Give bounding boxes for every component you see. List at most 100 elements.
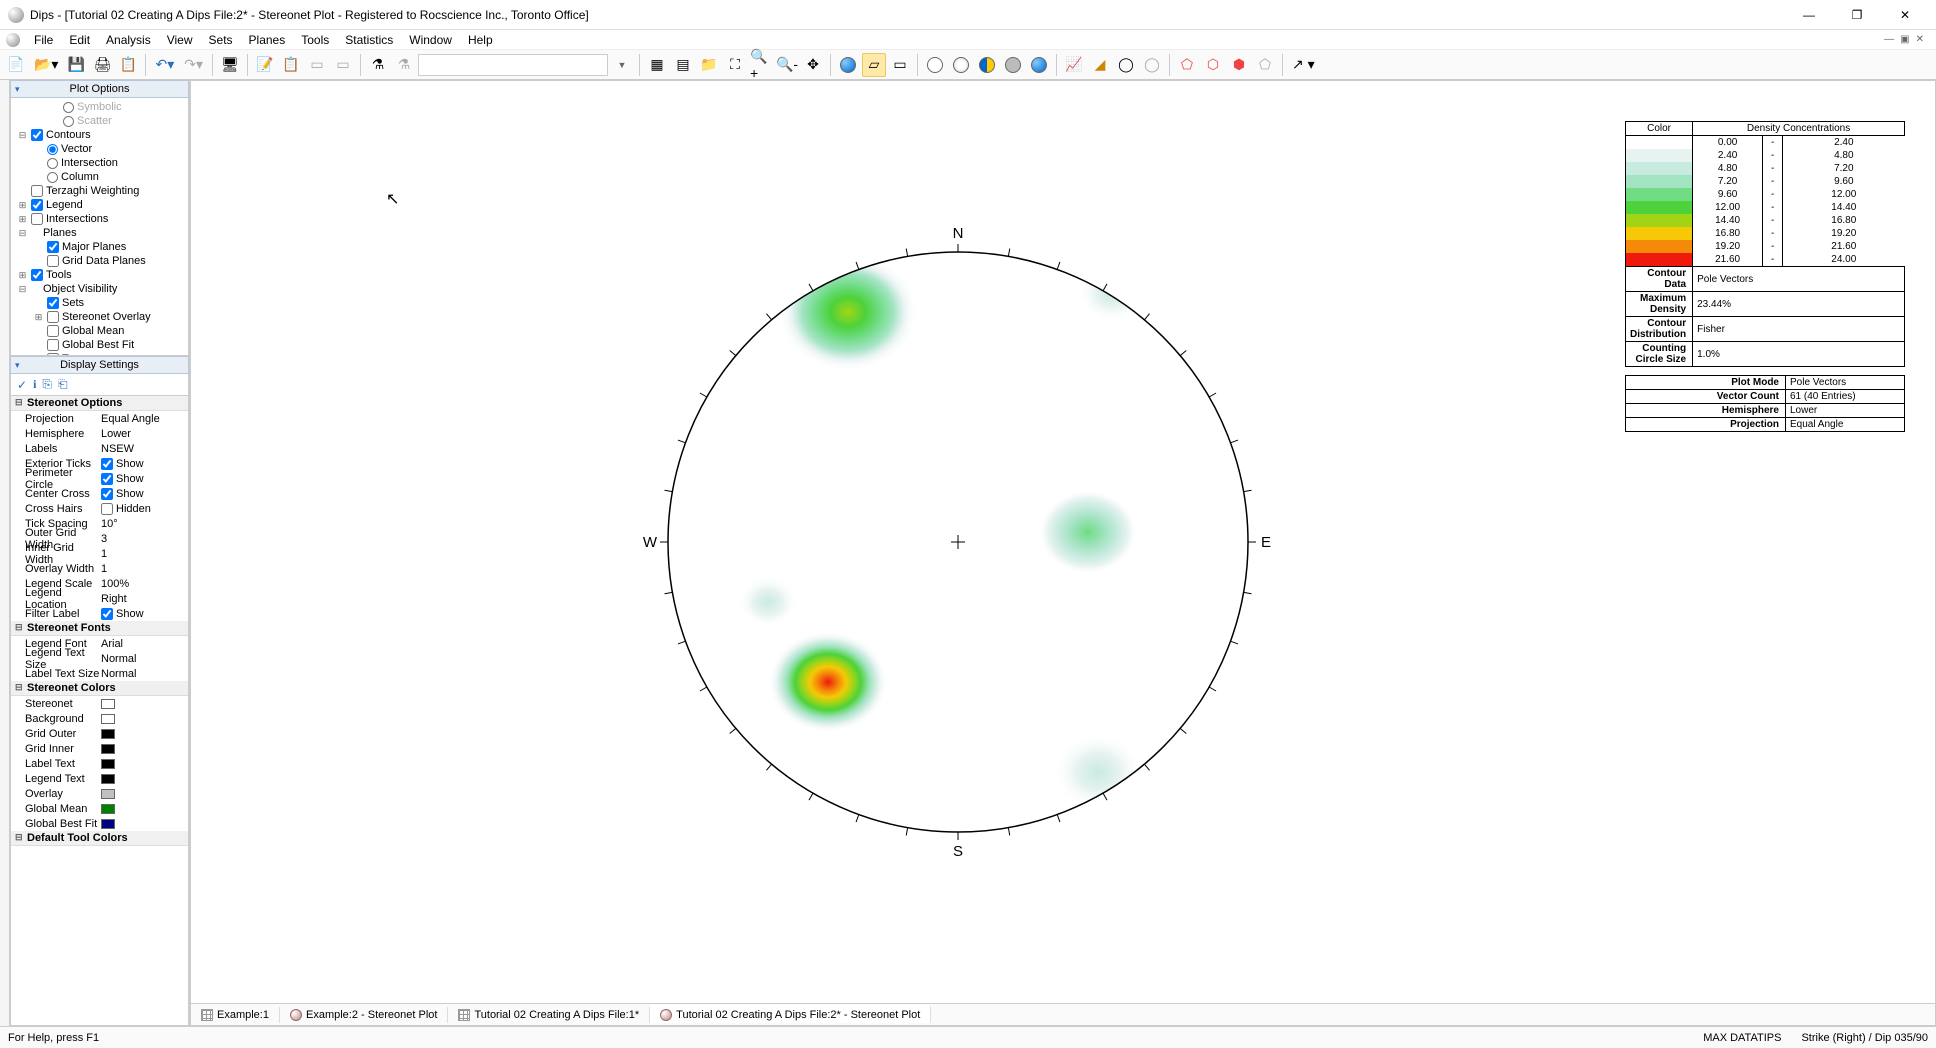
circle2-button[interactable]: ◯ — [1140, 53, 1164, 77]
prop-row[interactable]: Global Best Fit — [11, 816, 188, 831]
tree-item-legend[interactable]: ⊞Legend — [11, 198, 188, 212]
mdi-close-button[interactable]: ✕ — [1916, 34, 1924, 45]
tree-item-vector[interactable]: Vector — [11, 142, 188, 156]
tree-item-sets[interactable]: Sets — [11, 296, 188, 310]
sphere1-button[interactable] — [923, 53, 947, 77]
zoom-out-button[interactable]: 🔍- — [775, 53, 799, 77]
tree-item-planes[interactable]: ⊟Planes — [11, 226, 188, 240]
menu-file[interactable]: File — [26, 31, 61, 49]
tree-item-symbolic[interactable]: Symbolic — [11, 100, 188, 114]
prop-row[interactable]: Grid Inner — [11, 741, 188, 756]
tree-item-terzaghi-weighting[interactable]: Terzaghi Weighting — [11, 184, 188, 198]
sphere3-button[interactable] — [975, 53, 999, 77]
tree-item-column[interactable]: Column — [11, 170, 188, 184]
tree-item-intersections[interactable]: ⊞Intersections — [11, 212, 188, 226]
plot-options-header[interactable]: Plot Options — [10, 80, 189, 98]
import-icon[interactable]: ⎘ — [42, 377, 52, 392]
document-tab[interactable]: Tutorial 02 Creating A Dips File:1* — [448, 1007, 650, 1023]
undo-button[interactable]: ↶▾ — [151, 53, 178, 77]
prop-row[interactable]: Global Mean — [11, 801, 188, 816]
prop-group[interactable]: Stereonet Options — [11, 396, 188, 411]
plot-canvas[interactable]: ↖ NSEW ColorDensity Concentrations0.00-2… — [191, 81, 1935, 1003]
prop-row[interactable]: Perimeter CircleShow — [11, 471, 188, 486]
poly1-button[interactable]: ⬠ — [1175, 53, 1199, 77]
globe-button[interactable] — [836, 53, 860, 77]
prop-row[interactable]: Filter LabelShow — [11, 606, 188, 621]
menu-sets[interactable]: Sets — [201, 31, 241, 49]
tree-item-contours[interactable]: ⊟Contours — [11, 128, 188, 142]
prop-row[interactable]: Cross HairsHidden — [11, 501, 188, 516]
expand-button[interactable]: ⛶ — [723, 53, 747, 77]
sphere2-button[interactable] — [949, 53, 973, 77]
menu-window[interactable]: Window — [401, 31, 460, 49]
info-icon[interactable]: i — [33, 377, 36, 392]
display-settings-header[interactable]: Display Settings — [10, 356, 189, 374]
folder-button[interactable]: 📁 — [697, 53, 721, 77]
prop-row[interactable]: HemisphereLower — [11, 426, 188, 441]
menu-analysis[interactable]: Analysis — [98, 31, 159, 49]
document-tab[interactable]: Example:2 - Stereonet Plot — [280, 1007, 448, 1023]
tree-item-intersection[interactable]: Intersection — [11, 156, 188, 170]
minimize-button[interactable]: — — [1786, 0, 1832, 30]
table-button[interactable]: ▤ — [671, 53, 695, 77]
tree-item-tools[interactable]: ⊞Tools — [11, 268, 188, 282]
prop-row[interactable]: Overlay — [11, 786, 188, 801]
prop-group[interactable]: Stereonet Colors — [11, 681, 188, 696]
maximize-button[interactable]: ❐ — [1834, 0, 1880, 30]
overlay-button[interactable]: ▱ — [862, 53, 886, 77]
pan-button[interactable]: ✥ — [801, 53, 825, 77]
doc2-button[interactable]: ▭ — [331, 53, 355, 77]
prop-row[interactable]: LabelsNSEW — [11, 441, 188, 456]
poly2-button[interactable]: ⬡ — [1201, 53, 1225, 77]
mdi-minimize-button[interactable]: — — [1884, 34, 1894, 45]
poly4-button[interactable]: ⬠ — [1253, 53, 1277, 77]
menu-planes[interactable]: Planes — [241, 31, 294, 49]
filter-button[interactable]: ⚗ — [366, 53, 390, 77]
tree-item-global-mean[interactable]: Global Mean — [11, 324, 188, 338]
filter-dropdown-button[interactable]: ▼ — [610, 53, 634, 77]
prop-group[interactable]: Default Tool Colors — [11, 831, 188, 846]
tree-item-object-visibility[interactable]: ⊟Object Visibility — [11, 282, 188, 296]
circle1-button[interactable]: ◯ — [1114, 53, 1138, 77]
tree-item-grid-data-planes[interactable]: Grid Data Planes — [11, 254, 188, 268]
new-file-button[interactable]: 📄 — [4, 53, 28, 77]
shape-button[interactable]: ◢ — [1088, 53, 1112, 77]
arrow-tool-button[interactable]: ↗ ▾ — [1288, 53, 1319, 77]
save-button[interactable]: 💾 — [64, 53, 88, 77]
tree-item-major-planes[interactable]: Major Planes — [11, 240, 188, 254]
zoom-in-button[interactable]: 🔍+ — [749, 53, 773, 77]
menu-view[interactable]: View — [159, 31, 201, 49]
doc1-button[interactable]: ▭ — [305, 53, 329, 77]
grid-view-button[interactable]: ▦ — [645, 53, 669, 77]
print-button[interactable]: 🖨 — [90, 53, 114, 77]
redo-button[interactable]: ↷▾ — [180, 53, 207, 77]
plot-options-tree[interactable]: SymbolicScatter⊟ContoursVectorIntersecti… — [10, 98, 189, 356]
tree-item-global-best-fit[interactable]: Global Best Fit — [11, 338, 188, 352]
clipboard-button[interactable]: 📋 — [279, 53, 303, 77]
document-tab[interactable]: Tutorial 02 Creating A Dips File:2* - St… — [650, 1005, 931, 1023]
edit-button[interactable]: 📝 — [253, 53, 277, 77]
close-button[interactable]: ✕ — [1882, 0, 1928, 30]
prop-row[interactable]: Background — [11, 711, 188, 726]
sphere5-button[interactable] — [1027, 53, 1051, 77]
prop-row[interactable]: Legend LocationRight — [11, 591, 188, 606]
prop-row[interactable]: Label Text SizeNormal — [11, 666, 188, 681]
tree-item-scatter[interactable]: Scatter — [11, 114, 188, 128]
prop-row[interactable]: Stereonet — [11, 696, 188, 711]
prop-row[interactable]: Overlay Width1 — [11, 561, 188, 576]
monitor-button[interactable]: 🖥 — [218, 53, 242, 77]
export-icon[interactable]: ⎗ — [58, 377, 68, 392]
menu-help[interactable]: Help — [460, 31, 501, 49]
prop-row[interactable]: Inner Grid Width1 — [11, 546, 188, 561]
check-icon[interactable]: ✓ — [17, 378, 27, 392]
prop-row[interactable]: Label Text — [11, 756, 188, 771]
open-file-button[interactable]: 📂▾ — [30, 53, 62, 77]
mdi-restore-button[interactable]: ▣ — [1900, 34, 1909, 45]
poly3-button[interactable]: ⬢ — [1227, 53, 1251, 77]
menu-statistics[interactable]: Statistics — [337, 31, 401, 49]
menu-edit[interactable]: Edit — [61, 31, 98, 49]
prop-row[interactable]: ProjectionEqual Angle — [11, 411, 188, 426]
filter2-button[interactable]: ⚗ — [392, 53, 416, 77]
prop-row[interactable]: Legend Text SizeNormal — [11, 651, 188, 666]
display-settings-properties[interactable]: Stereonet OptionsProjectionEqual AngleHe… — [10, 396, 189, 1026]
